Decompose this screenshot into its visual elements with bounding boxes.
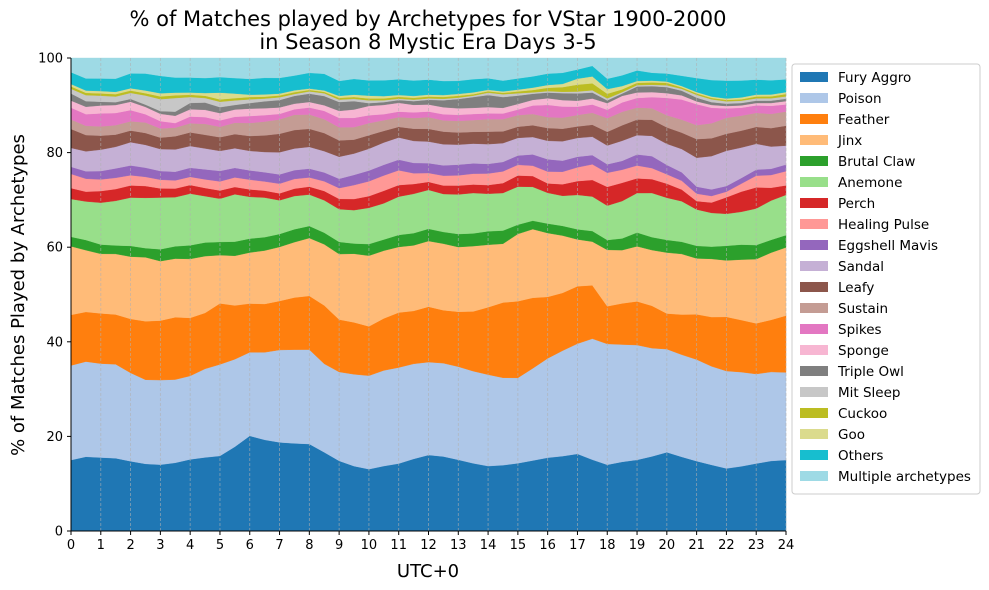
legend-label: Eggshell Mavis [838,238,938,254]
x-tick-label: 21 [688,538,705,553]
x-tick-label: 19 [629,538,646,553]
legend-swatch [800,114,828,124]
chart-title: % of Matches played by Archetypes for VS… [130,7,727,31]
legend-swatch [800,156,828,166]
x-tick-label: 18 [599,538,616,553]
x-tick-label: 0 [67,538,75,553]
x-tick-label: 22 [718,538,735,553]
legend-swatch [800,387,828,397]
x-tick-label: 8 [305,538,313,553]
legend-label: Sponge [838,343,889,359]
chart-subtitle: in Season 8 Mystic Era Days 3-5 [259,30,596,54]
legend-label: Spikes [838,322,882,338]
legend-swatch [800,240,828,250]
x-tick-label: 5 [216,538,224,553]
legend-label: Healing Pulse [838,217,929,233]
legend-label: Poison [838,91,882,107]
legend-label: Goo [838,427,865,443]
legend-label: Mit Sleep [838,385,900,401]
x-tick-label: 2 [126,538,134,553]
legend-swatch [800,93,828,103]
x-gridlines [70,58,787,531]
legend-label: Sustain [838,301,888,317]
x-tick-label: 1 [97,538,105,553]
legend-swatch [800,471,828,481]
legend-swatch [800,198,828,208]
legend-swatch [800,177,828,187]
x-tick-label: 3 [156,538,164,553]
legend-label: Perch [838,196,875,212]
y-tick-label: 0 [55,525,63,540]
x-tick-label: 6 [246,538,254,553]
legend-swatch [800,429,828,439]
y-axis-label: % of Matches Played by Archetypes [8,134,29,456]
x-tick-label: 14 [480,538,497,553]
x-tick-label: 4 [186,538,194,553]
x-tick-label: 11 [390,538,407,553]
x-tick-label: 9 [335,538,343,553]
legend-swatch [800,345,828,355]
legend-swatch [800,303,828,313]
legend-label: Sandal [838,259,884,275]
legend-label: Feather [838,112,890,128]
legend-label: Triple Owl [837,364,904,380]
x-axis-label: UTC+0 [397,561,459,582]
x-tick-label: 24 [778,538,795,553]
x-tick-label: 16 [539,538,556,553]
legend-label: Brutal Claw [838,154,915,170]
legend-label: Leafy [838,280,874,296]
x-tick-label: 12 [420,538,437,553]
legend-swatch [800,282,828,292]
legend: Fury Aggro Poison Feather Jinx Brutal Claw An… [791,63,981,495]
legend-swatch [800,324,828,334]
legend-swatch [800,219,828,229]
legend-label: Others [838,448,883,464]
legend-swatch [800,261,828,271]
y-tick-label: 80 [46,146,63,161]
x-tick-label: 7 [275,538,283,553]
legend-label: Cuckoo [838,406,887,422]
x-tick-label: 17 [569,538,586,553]
legend-swatch [800,366,828,376]
legend-label: Anemone [838,175,902,191]
y-tick-label: 100 [38,52,63,67]
legend-swatch [800,450,828,460]
x-tick-label: 20 [659,538,676,553]
legend-swatch [800,72,828,82]
x-tick-label: 13 [450,538,467,553]
legend-label: Jinx [837,133,862,149]
y-axis-ticks: 0 20 40 60 80 100 [38,52,71,540]
legend-label: Multiple archetypes [838,469,971,485]
y-tick-label: 60 [46,241,63,256]
x-tick-label: 15 [510,538,527,553]
y-tick-label: 20 [46,430,63,445]
legend-label: Fury Aggro [838,70,911,86]
legend-box [791,63,981,495]
x-tick-label: 23 [748,538,765,553]
legend-swatch [800,408,828,418]
x-axis-ticks: 0 1 2 3 4 5 6 7 8 9 10 11 12 13 14 15 16 17 18 19 20 21 22 23 24 [67,531,794,553]
legend-swatch [800,135,828,145]
x-tick-label: 10 [361,538,378,553]
y-tick-label: 40 [46,335,63,350]
